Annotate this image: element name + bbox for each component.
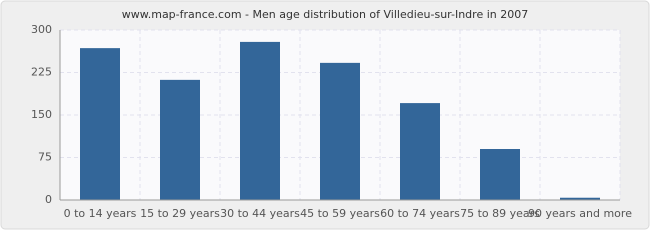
y-tick-label: 225 (31, 66, 52, 79)
x-tick-label: 45 to 59 years (300, 207, 380, 220)
y-tick-label: 75 (38, 151, 52, 164)
x-tick-label: 30 to 44 years (220, 207, 300, 220)
chart: www.map-france.com - Men age distributio… (0, 0, 650, 230)
bar (80, 48, 120, 201)
bar (400, 103, 440, 200)
chart-title: www.map-france.com - Men age distributio… (122, 8, 528, 21)
x-tick-label: 75 to 89 years (460, 207, 540, 220)
x-tick-label: 15 to 29 years (140, 207, 220, 220)
bar (160, 79, 200, 200)
y-tick-label: 300 (31, 23, 52, 36)
x-tick-label: 90 years and more (528, 207, 632, 220)
x-tick-label: 60 to 74 years (380, 207, 460, 220)
x-tick-label: 0 to 14 years (64, 207, 137, 220)
bar (240, 41, 280, 201)
y-tick-label: 0 (45, 193, 52, 206)
y-tick-label: 150 (31, 108, 52, 121)
bar (560, 197, 600, 200)
bar (320, 62, 360, 200)
bar (480, 149, 520, 200)
